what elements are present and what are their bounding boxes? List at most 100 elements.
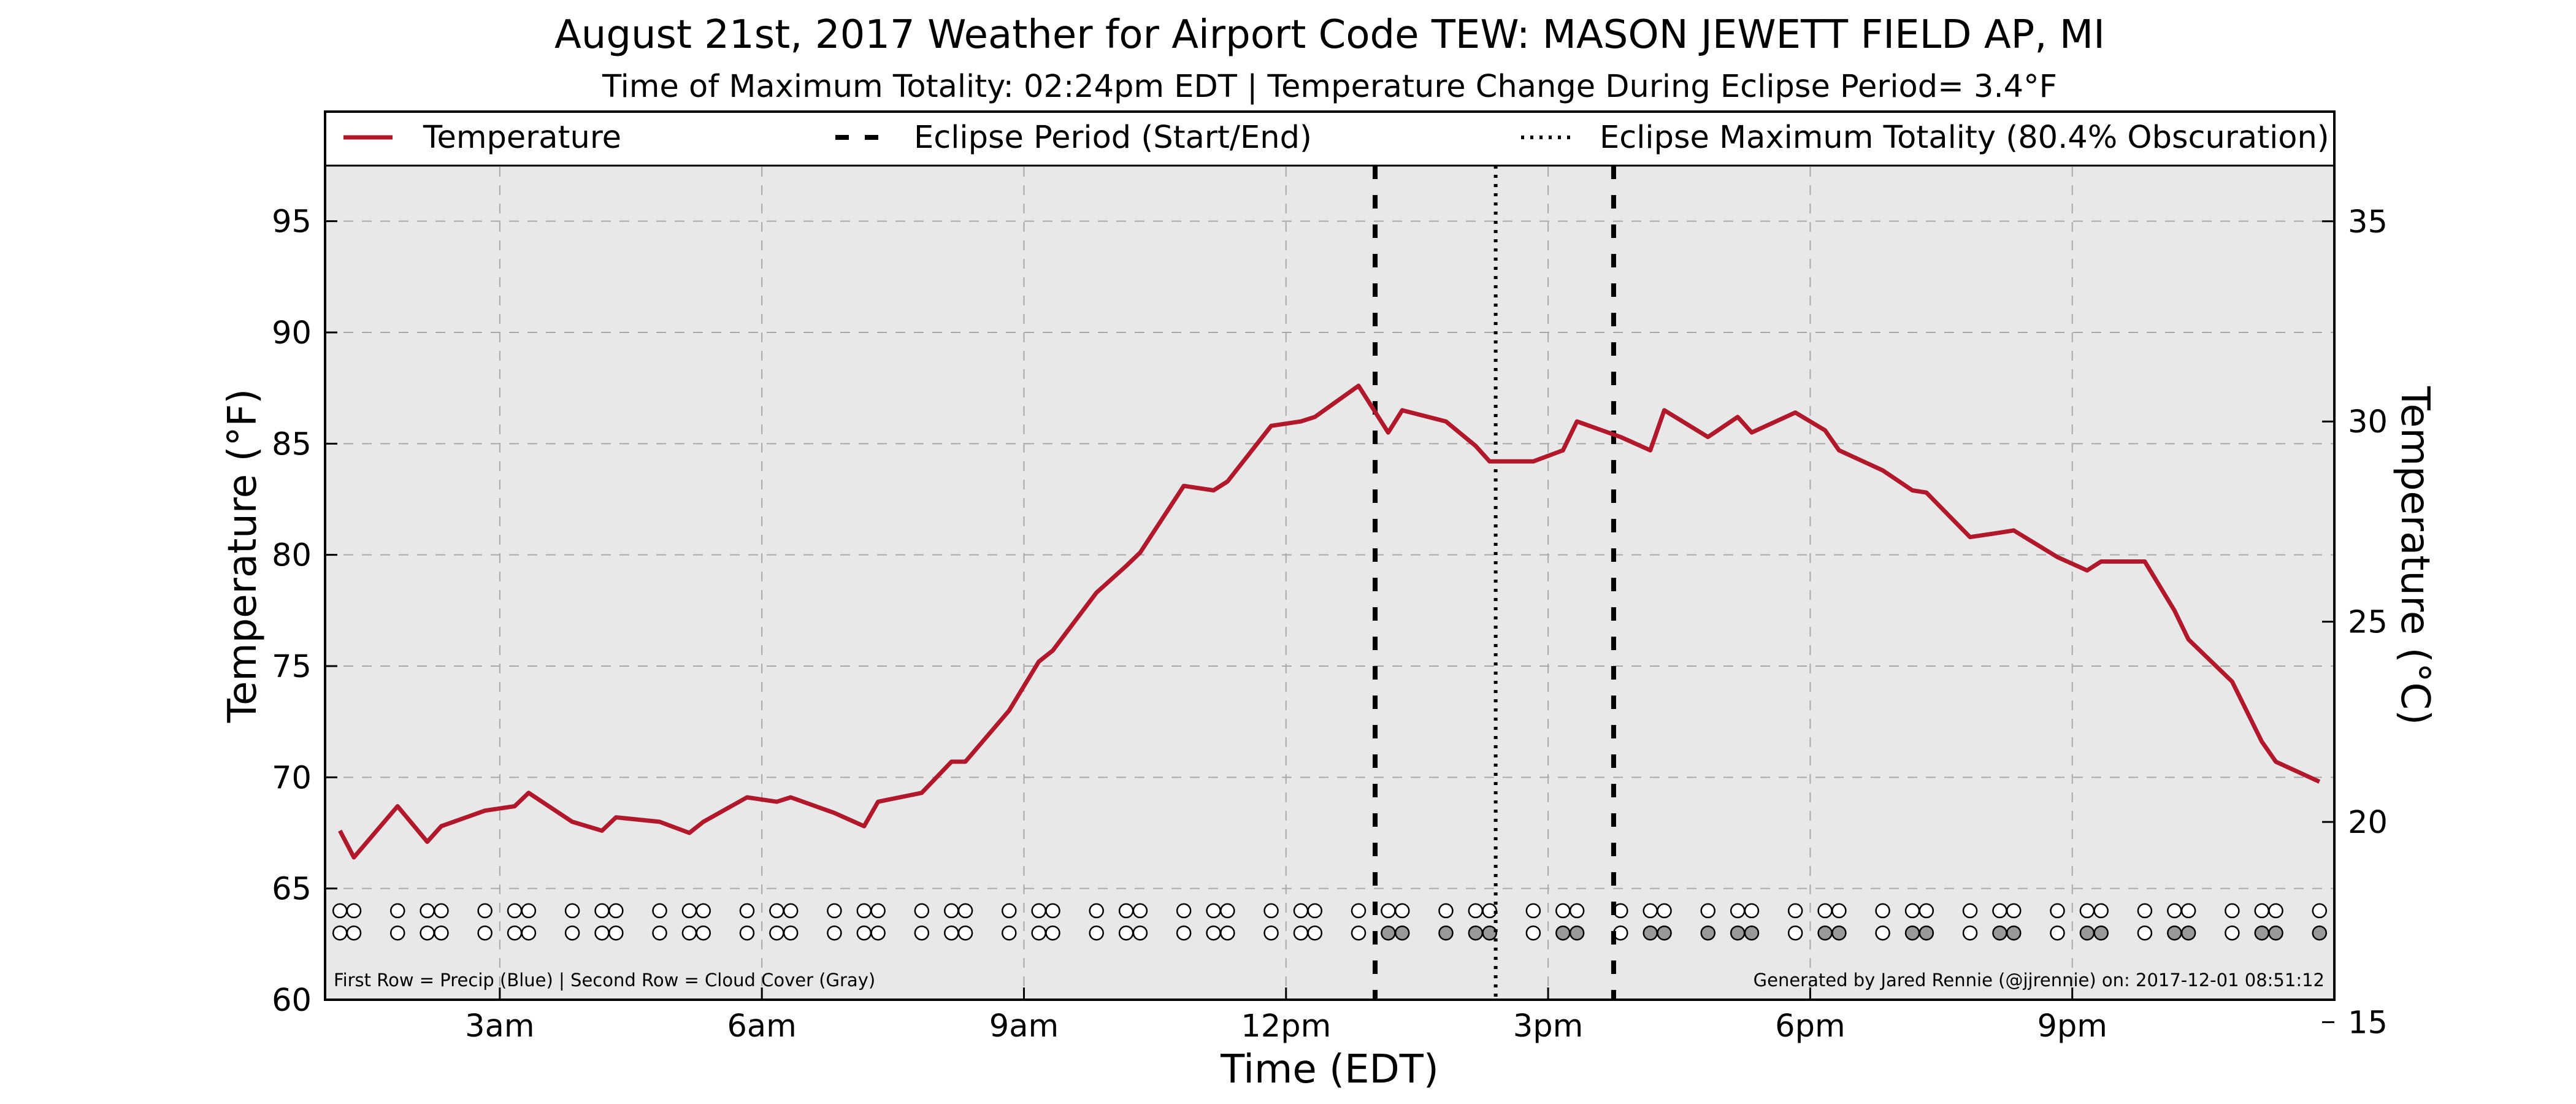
cloud-cover-marker	[1176, 925, 1192, 941]
y-tick-label: 85	[272, 426, 312, 462]
precip-marker	[1381, 903, 1396, 919]
cloud-cover-marker	[2137, 925, 2153, 941]
cloud-cover-marker	[1045, 925, 1060, 941]
y-right-tick-label: 25	[2348, 605, 2388, 641]
precip-marker	[1482, 903, 1497, 919]
precip-marker	[783, 903, 799, 919]
precip-marker	[1817, 903, 1833, 919]
precip-marker	[389, 903, 405, 919]
precip-marker	[696, 903, 711, 919]
precip-marker	[827, 903, 842, 919]
precip-marker	[2079, 903, 2095, 919]
precip-marker	[2137, 903, 2153, 919]
precip-marker	[346, 903, 362, 919]
cloud-cover-marker	[1904, 925, 1920, 941]
precip-marker	[1569, 903, 1585, 919]
precip-marker	[1031, 903, 1046, 919]
cloud-cover-marker	[420, 925, 435, 941]
cloud-cover-marker	[434, 925, 449, 941]
cloud-cover-marker	[1700, 925, 1715, 941]
eclipse-lines	[1373, 166, 1616, 1000]
cloud-cover-marker	[1438, 925, 1454, 941]
cloud-cover-marker	[1089, 925, 1104, 941]
cloud-cover-marker	[507, 925, 523, 941]
precip-marker	[1176, 903, 1192, 919]
x-tick-label: 9am	[989, 1008, 1059, 1045]
cloud-cover-marker	[2312, 925, 2328, 941]
cloud-cover-marker	[2167, 925, 2182, 941]
cloud-cover-marker	[1525, 925, 1541, 941]
x-axis-label: Time (EDT)	[1220, 1047, 1439, 1092]
chart-subtitle: Time of Maximum Totality: 02:24pm EDT | …	[602, 69, 2057, 105]
precip-marker	[1118, 903, 1134, 919]
cloud-cover-marker	[332, 925, 348, 941]
precip-marker	[2167, 903, 2182, 919]
cloud-cover-marker	[1002, 925, 1017, 941]
x-tick-label: 6pm	[1775, 1008, 1846, 1045]
cloud-cover-marker	[564, 925, 580, 941]
precip-marker	[2050, 903, 2065, 919]
cloud-cover-marker	[1263, 925, 1279, 941]
cloud-cover-marker	[944, 925, 959, 941]
precip-marker	[2006, 903, 2022, 919]
precip-marker	[1293, 903, 1309, 919]
cloud-cover-marker	[594, 925, 610, 941]
y-axis-label-left: Temperature (°F)	[220, 389, 266, 724]
cloud-cover-marker	[1118, 925, 1134, 941]
cloud-cover-marker	[1643, 925, 1658, 941]
precip-marker	[2254, 903, 2270, 919]
cloud-cover-marker	[1817, 925, 1833, 941]
precip-marker	[1468, 903, 1484, 919]
cloud-cover-marker	[2006, 925, 2022, 941]
y-right-tick-label: 35	[2348, 204, 2388, 240]
precip-marker	[1657, 903, 1672, 919]
precip-marker	[1351, 903, 1367, 919]
x-tick-label: 6am	[727, 1008, 796, 1045]
precip-marker	[332, 903, 348, 919]
y-tick-label: 75	[272, 649, 312, 685]
cloud-cover-marker	[1744, 925, 1760, 941]
cloud-cover-marker	[346, 925, 362, 941]
precip-marker	[420, 903, 435, 919]
precip-marker	[594, 903, 610, 919]
precip-marker	[608, 903, 624, 919]
cloud-cover-marker	[652, 925, 667, 941]
cloud-cover-marker	[1875, 925, 1890, 941]
cloud-cover-marker	[608, 925, 624, 941]
legend-label-eclipse-period: Eclipse Period (Start/End)	[914, 120, 1312, 156]
cloud-cover-marker	[739, 925, 755, 941]
precip-marker	[1206, 903, 1221, 919]
cloud-cover-marker	[1919, 925, 1934, 941]
precip-marker	[652, 903, 667, 919]
grid-lines	[325, 112, 2334, 1000]
cloud-cover-marker	[2180, 925, 2196, 941]
cloud-cover-marker	[477, 925, 493, 941]
cloud-cover-marker	[1293, 925, 1309, 941]
cloud-cover-marker	[521, 925, 537, 941]
precip-marker	[1730, 903, 1746, 919]
legend-label-eclipse-max: Eclipse Maximum Totality (80.4% Obscurat…	[1600, 120, 2329, 156]
precip-marker	[957, 903, 973, 919]
precip-marker	[434, 903, 449, 919]
cloud-cover-marker	[957, 925, 973, 941]
cloud-cover-marker	[856, 925, 872, 941]
cloud-cover-marker	[1555, 925, 1571, 941]
chart-title: August 21st, 2017 Weather for Airport Co…	[554, 12, 2105, 58]
x-axis-ticks: 3am 6am 9am 12pm 3pm 6pm 9pm	[465, 987, 2107, 1045]
precip-marker	[1787, 903, 1803, 919]
cloud-cover-marker	[1031, 925, 1046, 941]
cloud-cover-marker	[2268, 925, 2283, 941]
legend-label-temperature: Temperature	[423, 120, 621, 156]
observation-rows	[332, 903, 2328, 941]
legend-box	[324, 110, 2336, 167]
precip-marker	[1220, 903, 1235, 919]
precip-marker	[1919, 903, 1934, 919]
y-right-tick-label: 30	[2348, 404, 2388, 440]
precip-marker	[1132, 903, 1148, 919]
precip-marker	[856, 903, 872, 919]
cloud-cover-marker	[2050, 925, 2065, 941]
x-tick-label: 12pm	[1241, 1008, 1331, 1045]
cloud-cover-marker	[389, 925, 405, 941]
cloud-cover-marker	[2079, 925, 2095, 941]
y-tick-label: 70	[272, 760, 312, 796]
